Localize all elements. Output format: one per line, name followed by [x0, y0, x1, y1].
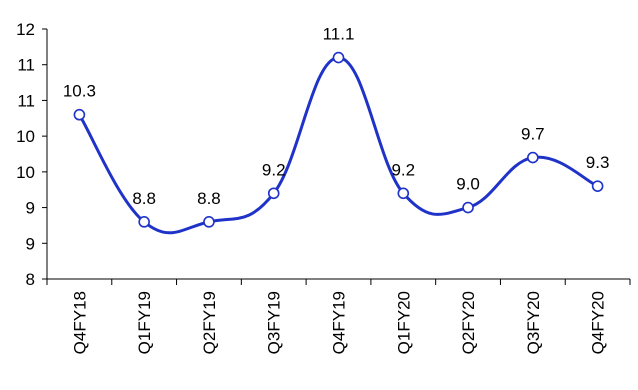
data-label: 9.3	[586, 153, 610, 172]
x-category-label: Q4FY19	[330, 291, 349, 354]
x-category-label: Q3FY19	[265, 291, 284, 354]
y-tick-label: 9	[26, 199, 35, 218]
data-point	[203, 216, 215, 228]
data-label: 9.2	[391, 160, 415, 179]
y-tick-label: 10	[16, 163, 35, 182]
x-category-label: Q3FY20	[524, 291, 543, 354]
x-category-label: Q4FY20	[589, 291, 608, 354]
data-point	[267, 187, 280, 200]
data-point	[138, 216, 150, 228]
data-label: 9.2	[262, 160, 286, 179]
series-path	[78, 56, 599, 235]
x-axis: Q4FY18 Q1FY19 Q2FY19 Q3FY19 Q4FY19 Q1FY20 Q2FY…	[46, 278, 631, 354]
series-line	[73, 51, 604, 235]
y-tick-label: 11	[17, 91, 35, 110]
data-label: 11.1	[323, 25, 355, 44]
y-tick-label: 12	[16, 20, 35, 39]
data-point	[397, 187, 410, 200]
data-point	[332, 51, 345, 64]
data-point	[73, 108, 86, 121]
y-axis: 8 9 9 10 10 11 11 12	[16, 20, 48, 289]
x-category-label: Q2FY20	[459, 291, 478, 354]
x-category-label: Q1FY19	[135, 291, 154, 354]
y-tick-label: 10	[16, 127, 35, 146]
data-label: 8.8	[132, 189, 156, 208]
data-label: 10.3	[63, 82, 96, 101]
data-point	[591, 180, 604, 192]
y-tick-label: 8	[26, 270, 35, 289]
x-category-label: Q1FY20	[394, 291, 413, 354]
x-category-label: Q4FY18	[70, 291, 89, 354]
data-label: 9.7	[521, 125, 545, 144]
data-label: 8.8	[197, 189, 221, 208]
data-label: 9.0	[456, 175, 480, 194]
data-point	[527, 151, 539, 164]
data-point	[462, 201, 474, 214]
x-category-label: Q2FY19	[200, 291, 219, 354]
data-labels: 10.3 8.8 8.8 9.2 11.1 9.2 9.0 9.7 9.3	[63, 25, 610, 208]
y-tick-label: 9	[26, 234, 35, 253]
y-tick-label: 11	[17, 56, 35, 75]
